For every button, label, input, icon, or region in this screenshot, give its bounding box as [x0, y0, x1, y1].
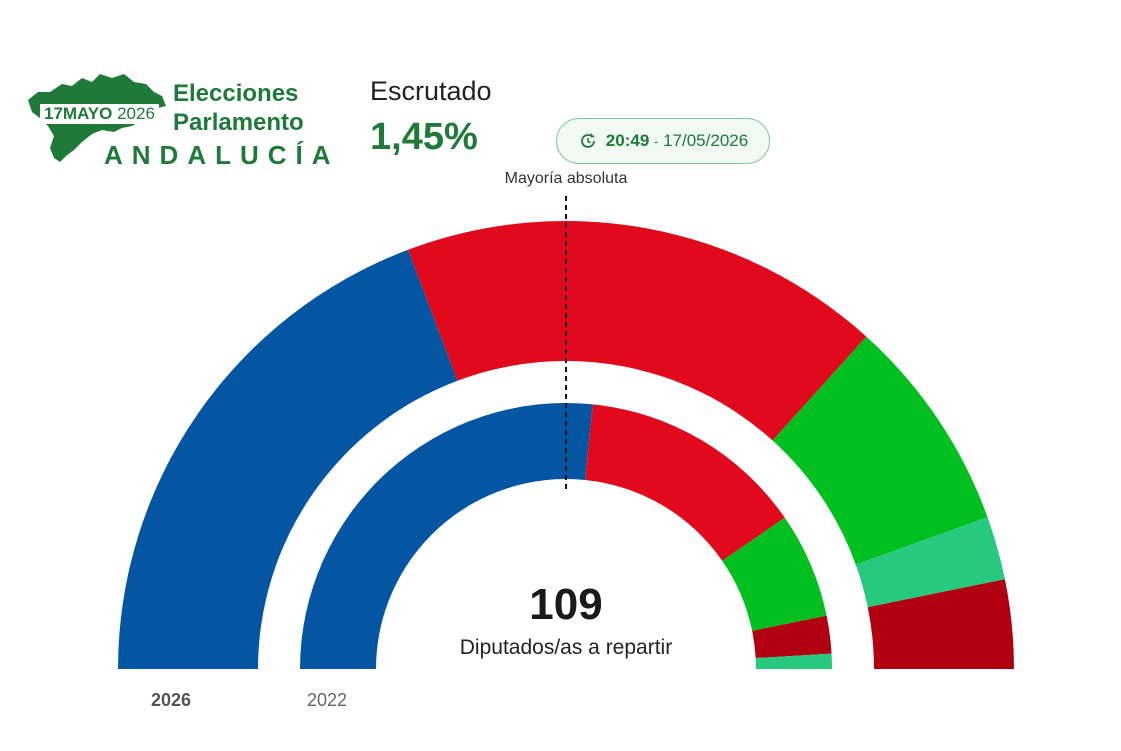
seat-segment-2026-3[interactable] [772, 336, 988, 565]
logo-title-line2: Parlamento [173, 109, 304, 136]
seat-segment-2022-1[interactable] [300, 402, 593, 669]
majority-label: Mayoría absoluta [504, 170, 628, 187]
election-date: 17MAYO 2026 [40, 104, 159, 124]
total-seats-label: Diputados/as a repartir [459, 636, 673, 659]
ring-label-2026[interactable]: 2026 [151, 690, 192, 710]
escrutado-value: 1,45% [370, 116, 478, 158]
logo-region: ANDALUCÍA [104, 140, 340, 170]
clock-icon [580, 133, 595, 148]
escrutado-label: Escrutado [370, 76, 492, 106]
seat-segment-2022-3[interactable] [722, 517, 827, 631]
ring-label-2022[interactable]: 2022 [307, 690, 348, 710]
seat-segment-2026-5[interactable] [867, 579, 1014, 669]
seat-segment-2026-4[interactable] [855, 517, 1005, 608]
timestamp-badge: 20:49 - 17/05/2026 [556, 118, 770, 164]
timestamp-date: 17/05/2026 [663, 131, 749, 150]
seat-segment-2026-1[interactable] [118, 249, 458, 669]
seat-segment-2022-5[interactable] [755, 653, 832, 669]
total-seats: 109 [529, 580, 603, 629]
seat-segment-2022-4[interactable] [752, 615, 832, 659]
timestamp-time: 20:49 [605, 131, 650, 150]
logo-title-line1: Elecciones [173, 80, 299, 107]
seat-segment-2026-2[interactable] [408, 220, 867, 441]
seat-segment-2022-2[interactable] [585, 404, 785, 561]
elections-logo: 17MAYO 2026 Elecciones Parlamento ANDALU… [26, 66, 331, 176]
